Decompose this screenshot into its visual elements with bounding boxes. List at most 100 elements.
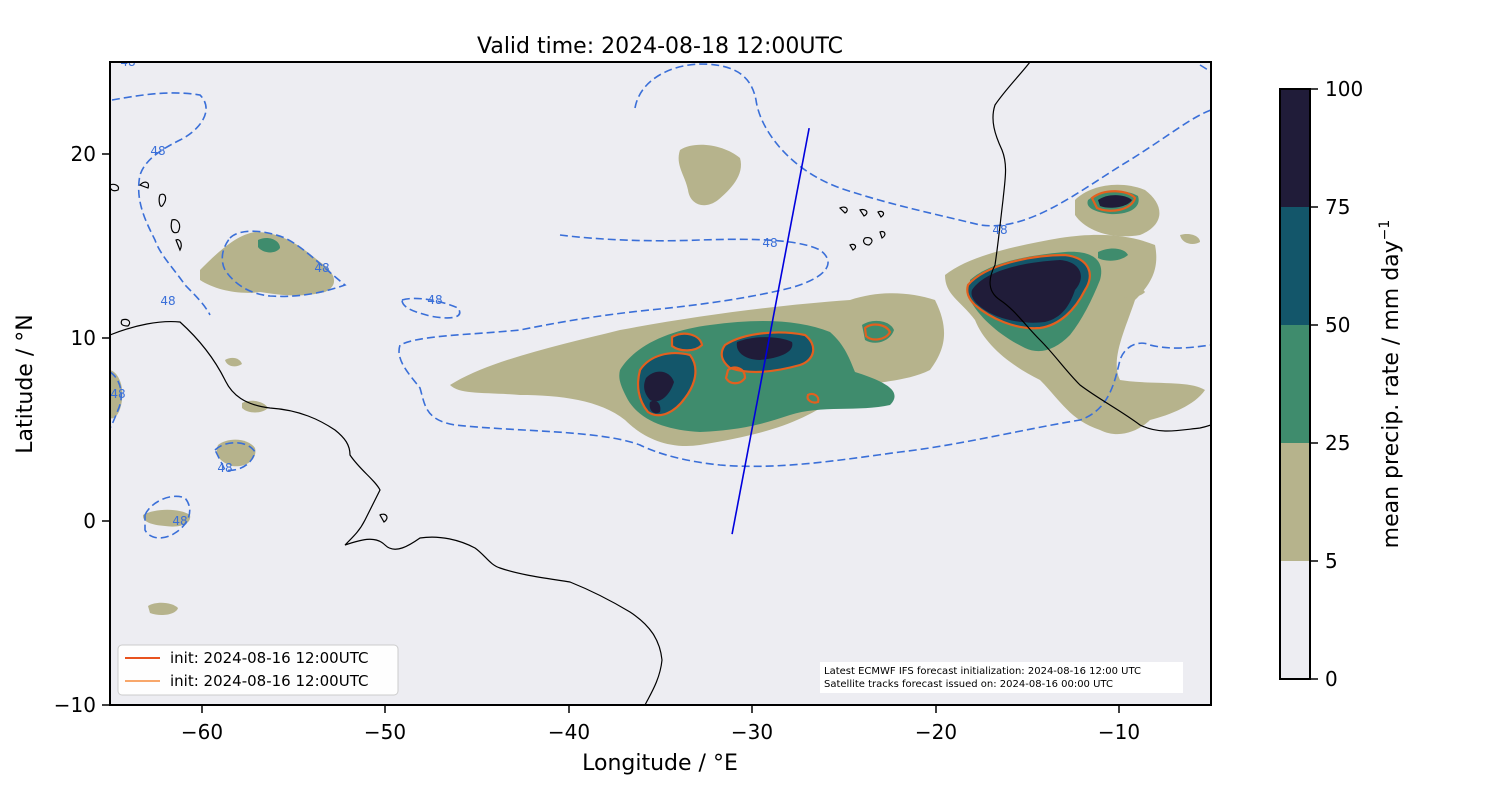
orange-contour-central-a: [637, 352, 697, 417]
blue-contour-small-a: [144, 495, 191, 539]
y-tick-label: −10: [54, 693, 96, 717]
precip-small-f: [1180, 233, 1200, 244]
y-tick-label: 20: [71, 142, 96, 166]
orange-contour-small-b: [670, 332, 704, 352]
colorbar-band-75-100: [1280, 89, 1310, 207]
contour-label: 48: [314, 261, 329, 275]
colorbar-frame: [1279, 88, 1311, 680]
satellite-track-line: [731, 127, 810, 535]
coastline-caribbean-island-f: [120, 318, 131, 327]
precip-north-light: [678, 144, 741, 206]
x-tick-label: −60: [181, 720, 223, 744]
legend: init: 2024-08-16 12:00UTC init: 2024-08-…: [117, 644, 399, 696]
x-tick-label: −10: [1098, 720, 1140, 744]
precip-small-d: [242, 400, 268, 413]
coastline-cape-verde-a: [838, 206, 848, 214]
precip-forecast-contours: [637, 190, 1137, 417]
contour-label: 48: [217, 461, 232, 475]
contour-label: 48: [762, 236, 777, 250]
colorbar-tick-label: 25: [1325, 431, 1350, 455]
coastline-caribbean-island-b: [158, 193, 167, 207]
precip-small-e: [1115, 286, 1145, 298]
coastline-cape-verde-e: [849, 243, 857, 251]
precip-caribbean-moderate: [258, 237, 280, 253]
precip-northeast-extreme: [1098, 195, 1132, 208]
precip-moderate-c: [1098, 248, 1128, 261]
colorbar: 100 75 50 25 5 0 mean precip. rate / mm …: [1279, 77, 1404, 691]
colorbar-label: mean precip. rate / mm day−1: [1377, 220, 1404, 549]
y-tick-label: 0: [83, 509, 96, 533]
coastline-cape-verde-c: [877, 210, 885, 218]
colorbar-label-exponent: −1: [1377, 220, 1393, 241]
precip-small-g: [225, 357, 242, 367]
y-axis-label: Latitude / °N: [13, 314, 38, 453]
legend-box: [117, 644, 399, 696]
orange-contour-small-d: [724, 366, 747, 385]
contour-label: 48: [172, 514, 187, 528]
colorbar-band-5-25: [1280, 443, 1310, 561]
blue-contour-caribbean-b: [221, 230, 347, 298]
coastline-south-america: [110, 320, 663, 705]
blue-contour-west-edge: [110, 371, 122, 429]
coastline-small-island: [379, 513, 388, 523]
legend-label-2: init: 2024-08-16 12:00UTC: [170, 672, 368, 690]
orange-contour-central-b: [720, 331, 815, 374]
blue-contour-main: [634, 63, 1211, 227]
map-area: 48 48 48 48 48 48 48 48 48 48: [109, 55, 1212, 706]
blue-contour-small-c: [401, 297, 461, 319]
x-tick-label: −40: [548, 720, 590, 744]
contour-label: 48: [150, 144, 165, 158]
precip-central-heavy-c: [672, 333, 702, 351]
orange-contour-small-a: [863, 323, 892, 341]
precip-east-extreme: [971, 260, 1081, 323]
contour-label: 48: [120, 55, 135, 69]
forecast-info-note: Latest ECMWF IFS forecast initialization…: [820, 662, 1183, 693]
contour-label: 48: [427, 293, 442, 307]
x-tick-label: −30: [731, 720, 773, 744]
coastline-caribbean-island-a: [138, 181, 150, 189]
colorbar-tick-label: 5: [1325, 549, 1338, 573]
contour-label: 48: [160, 294, 175, 308]
precip-central-extreme-c: [649, 400, 661, 414]
contour-labels: 48 48 48 48 48 48 48 48 48 48: [110, 55, 1007, 528]
x-tick-label: −50: [364, 720, 406, 744]
y-tick-label: 10: [71, 326, 96, 350]
note-line-1: Latest ECMWF IFS forecast initialization…: [824, 666, 1141, 677]
coastline-caribbean-island-d: [175, 239, 182, 252]
precip-small-c: [148, 602, 178, 616]
blue-contour-caribbean: [111, 92, 211, 316]
blue-contour-main-west: [398, 234, 1211, 468]
coastline-cape-verde-b: [859, 208, 868, 217]
x-axis: −60 −50 −40 −30 −20 −10 Longitude / °E: [181, 705, 1140, 776]
x-tick-label: −20: [915, 720, 957, 744]
precip-small-b: [142, 509, 191, 527]
precip-central-extreme-a: [644, 371, 674, 402]
coastline-africa: [989, 62, 1211, 432]
coastline-cape-verde-d: [863, 236, 873, 246]
map-title: Valid time: 2024-08-18 12:00UTC: [477, 34, 843, 59]
map-frame: [109, 61, 1212, 706]
x-axis-label: Longitude / °E: [582, 751, 738, 776]
y-axis: 20 10 0 −10 Latitude / °N: [13, 142, 110, 717]
orange-contour-east: [966, 253, 1091, 330]
precip-extreme-regions: [644, 195, 1132, 414]
coastline-caribbean-island-c: [170, 219, 181, 234]
colorbar-tick-label: 75: [1325, 195, 1350, 219]
colorbar-tick-label: 50: [1325, 313, 1350, 337]
note-box: [820, 662, 1183, 693]
orange-contour-small-c: [806, 392, 820, 404]
precip-central-extreme-b: [736, 337, 793, 360]
contour-label: 48: [110, 387, 125, 401]
note-line-2: Satellite tracks forecast issued on: 202…: [824, 679, 1113, 690]
colorbar-label-main: mean precip. rate / mm day: [1379, 240, 1404, 548]
colorbar-band-50-75: [1280, 207, 1310, 325]
precip-small-a: [216, 439, 256, 467]
coastline-cape-verde-f: [879, 230, 886, 239]
colorbar-tick-label: 0: [1325, 667, 1338, 691]
legend-label-1: init: 2024-08-16 12:00UTC: [170, 649, 368, 667]
colorbar-band-0-5: [1280, 561, 1310, 679]
orange-contour-northeast: [1090, 190, 1137, 212]
colorbar-band-25-50: [1280, 325, 1310, 443]
contour-label: 48: [992, 223, 1007, 237]
